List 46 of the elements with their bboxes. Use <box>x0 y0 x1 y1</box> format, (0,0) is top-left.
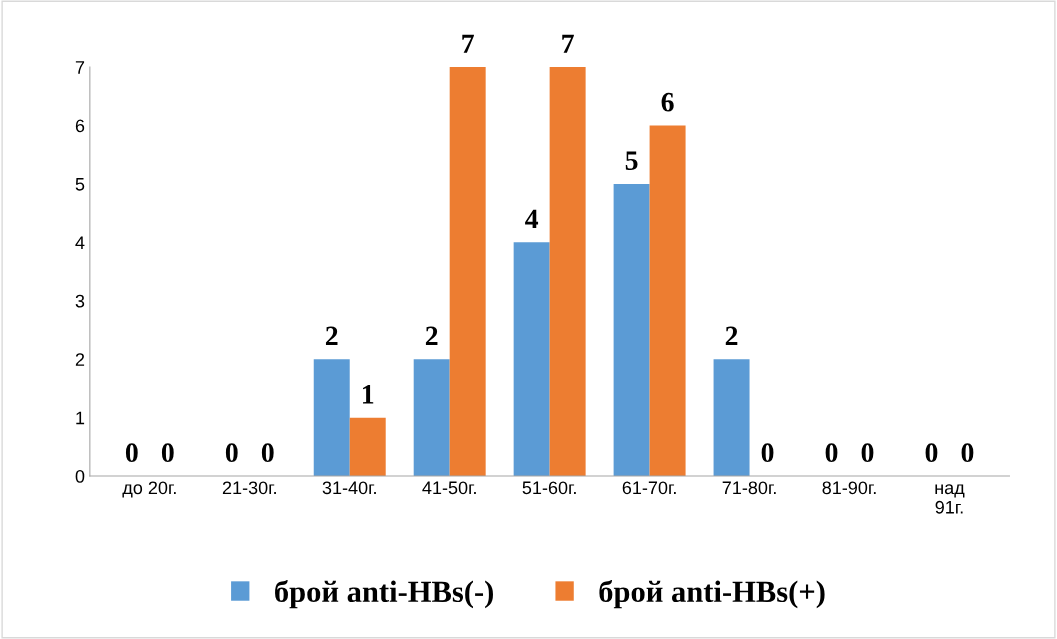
x-tick-label: 71-80г. <box>722 481 776 495</box>
y-tick-label: 7 <box>75 61 85 74</box>
data-label: 0 <box>861 443 874 463</box>
x-tick-label: до 20г. <box>122 481 176 498</box>
bar <box>649 125 686 477</box>
bar <box>313 359 350 477</box>
y-tick-label: 5 <box>75 178 85 191</box>
y-tick-label: 0 <box>75 469 85 483</box>
data-label: 0 <box>225 443 238 463</box>
y-tick-label: 6 <box>75 119 85 133</box>
bar <box>549 67 586 477</box>
y-tick-label: 3 <box>75 294 85 308</box>
data-label: 0 <box>925 443 938 463</box>
bar <box>449 67 486 477</box>
x-tick-label: над 91г. <box>935 484 965 514</box>
x-tick-label: 41-50г. <box>422 481 476 495</box>
data-label: 2 <box>725 326 738 345</box>
data-label: 6 <box>661 92 674 112</box>
x-tick-label: 51-60г. <box>522 481 576 495</box>
bar <box>613 183 650 477</box>
legend-label: брой anti-HBs(-) <box>275 579 493 609</box>
bar <box>513 242 550 477</box>
legend-label: брой anti-HBs(+) <box>599 579 825 609</box>
data-label: 7 <box>562 34 574 53</box>
data-label: 2 <box>425 326 438 345</box>
y-tick-label: 1 <box>76 411 85 425</box>
x-tick-label: 61-70г. <box>622 481 676 495</box>
bar <box>713 359 750 477</box>
data-label: 7 <box>462 34 474 53</box>
data-label: 1 <box>363 385 374 404</box>
data-label: 0 <box>161 443 174 463</box>
bar <box>413 359 450 477</box>
data-label: 0 <box>961 443 974 463</box>
data-label: 2 <box>325 326 338 345</box>
data-label: 4 <box>525 209 539 229</box>
data-label: 0 <box>261 443 274 463</box>
x-tick-label: 31-40г. <box>322 481 376 495</box>
x-tick-label: 21-30г. <box>222 481 276 495</box>
data-label: 0 <box>125 443 138 463</box>
data-label: 0 <box>825 443 838 463</box>
y-tick-label: 4 <box>75 236 85 249</box>
data-label: 5 <box>625 151 638 170</box>
data-label: 0 <box>761 443 774 463</box>
x-tick-label: 81-90г. <box>822 481 876 495</box>
y-tick-label: 2 <box>75 353 85 366</box>
bar <box>349 417 386 477</box>
